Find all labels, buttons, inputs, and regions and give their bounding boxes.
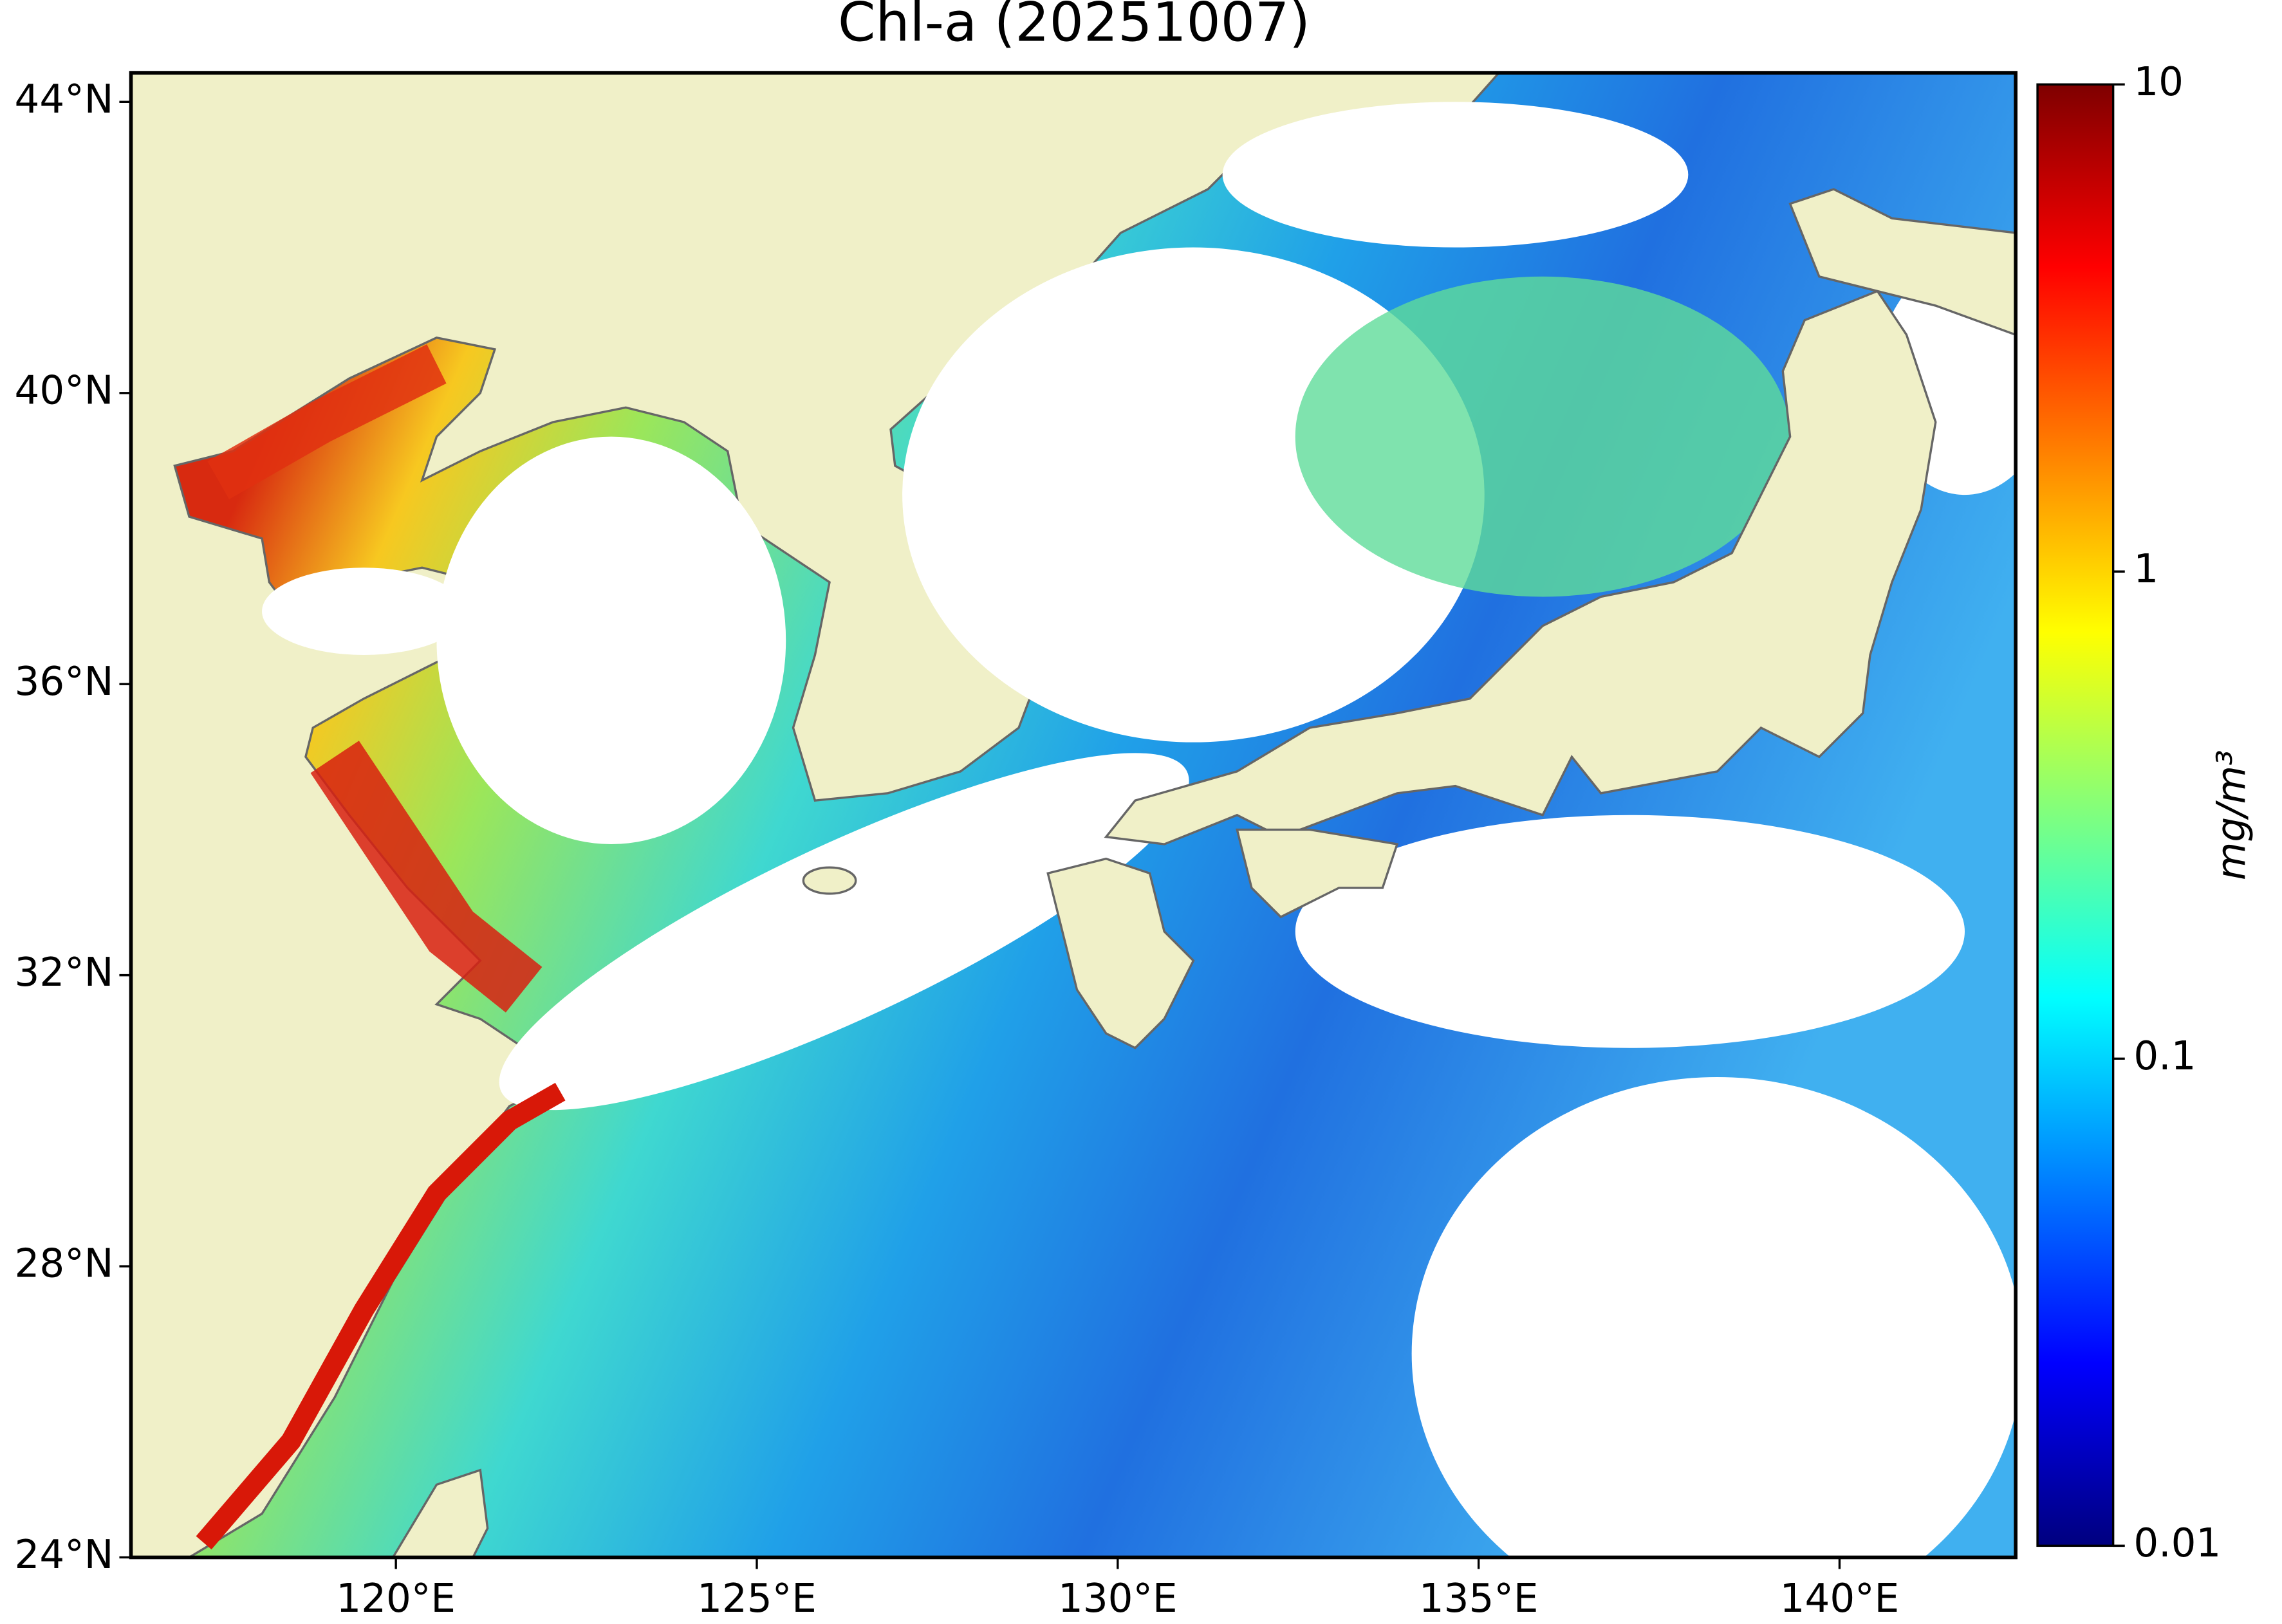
islands [391,188,2016,1558]
y-tick-label: 36°N [15,659,114,705]
coastal-bloom [207,344,447,499]
colorbar-tick-label: 0.1 [2133,1033,2196,1079]
x-tick-label: 125°E [697,1576,817,1621]
x-tick-label: 135°E [1419,1576,1539,1621]
map [131,73,2016,1558]
y-tick-label: 32°N [15,950,114,995]
sea-patch [1295,276,1790,597]
y-tick-label: 44°N [15,77,114,122]
y-tick-label: 40°N [15,367,114,413]
x-tick-label: 120°E [336,1576,456,1621]
chart-title: Chl-a (20251007) [838,0,1310,54]
x-tick-label: 130°E [1058,1576,1178,1621]
colorbar-label: mg/m³ [2209,750,2254,880]
y-tick-label: 28°N [15,1241,114,1287]
colorbar-tick-label: 0.01 [2133,1520,2221,1566]
colorbar-tick-label: 10 [2133,59,2184,105]
colorbar [2036,83,2115,1547]
y-tick-label: 24°N [15,1532,114,1578]
plot-frame [129,71,2018,1560]
colorbar-tick-label: 1 [2133,546,2158,592]
x-tick-label: 140°E [1780,1576,1900,1621]
coastal-bloom [310,741,543,1013]
coastal-bloom [196,1082,566,1550]
clouds [262,102,2016,1558]
